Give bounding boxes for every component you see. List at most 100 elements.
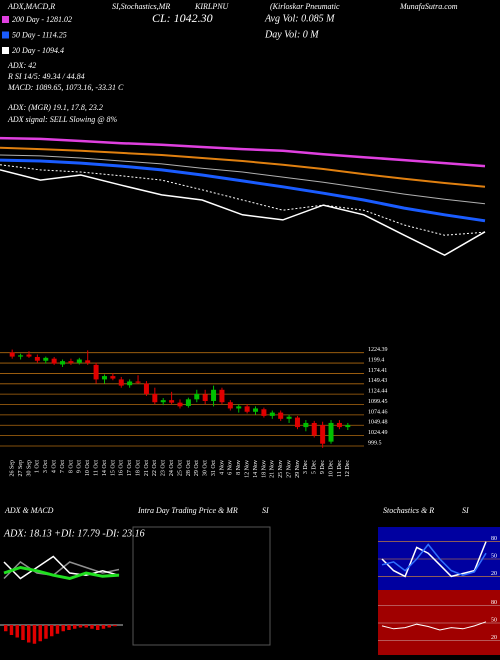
y-tick-label: 1074.46 xyxy=(368,409,388,415)
x-tick-label: 11 Dec xyxy=(337,460,343,477)
x-tick-label: 27 Nov xyxy=(286,460,292,478)
candle-body xyxy=(26,354,32,357)
legend-swatch xyxy=(2,47,9,54)
y-tick-label: 80 xyxy=(491,536,497,542)
macd-bar xyxy=(50,625,54,637)
candle-body xyxy=(9,352,15,357)
panel-title-2: SI xyxy=(462,506,469,515)
x-tick-label: 21 Nov xyxy=(270,460,276,478)
candle-body xyxy=(160,400,166,403)
y-tick-label: 20 xyxy=(491,571,497,577)
legend-swatch xyxy=(2,31,9,39)
candle-body xyxy=(320,425,326,444)
candle-body xyxy=(328,422,334,442)
candle-body xyxy=(101,376,107,380)
x-tick-label: 27 Sep xyxy=(18,460,24,477)
candle-body xyxy=(43,357,49,361)
y-tick-label: 1199.4 xyxy=(368,357,384,363)
candle-body xyxy=(294,417,300,428)
x-tick-label: 12 Dec xyxy=(345,460,351,477)
series-line xyxy=(3,565,120,581)
x-tick-label: 8 Nov xyxy=(236,460,242,475)
x-tick-label: 30 Oct xyxy=(203,460,209,476)
candle-body xyxy=(177,402,183,407)
macd-bar xyxy=(61,625,65,632)
candle-body xyxy=(311,422,317,436)
macd-bar xyxy=(113,625,117,627)
series-line xyxy=(381,543,487,576)
candle-body xyxy=(152,393,158,403)
x-tick-label: 10 Oct xyxy=(85,460,91,476)
candle-body xyxy=(185,399,191,406)
header-company: (Kirloskar Pneumatic xyxy=(270,2,340,11)
y-tick-label: 1049.48 xyxy=(368,420,388,426)
header-symbol: KIRLPNU xyxy=(194,2,230,11)
candle-body xyxy=(135,381,141,383)
panel-title: Stochastics & R xyxy=(383,506,434,515)
x-tick-label: 28 Oct xyxy=(186,460,192,476)
legend-label: 200 Day - 1281.02 xyxy=(12,15,72,24)
x-tick-label: 9 Dec xyxy=(320,460,326,474)
rsi-text: R SI 14/5: 49.34 / 44.84 xyxy=(7,72,85,81)
legend-label: 50 Day - 1114.25 xyxy=(12,30,67,39)
header-left: ADX,MACD,R xyxy=(7,2,55,11)
x-tick-label: 29 Nov xyxy=(295,460,301,478)
legend-label: 20 Day - 1094.4 xyxy=(12,46,64,55)
x-tick-label: 18 Nov xyxy=(261,460,267,478)
rsi-bg xyxy=(378,590,500,655)
x-tick-label: 3 Dec xyxy=(303,460,309,474)
x-tick-label: 14 Oct xyxy=(102,460,108,476)
indicator-label: ADX: 18.13 +DI: 17.79 -DI: 23.16 xyxy=(3,528,145,539)
y-tick-label: 1124.44 xyxy=(368,389,387,395)
candle-body xyxy=(269,412,275,416)
macd-bar xyxy=(73,625,77,629)
candle-body xyxy=(18,355,24,357)
x-tick-label: 26 Sep xyxy=(10,460,16,477)
series-line xyxy=(0,154,486,205)
series-line xyxy=(3,555,120,580)
candle-body xyxy=(143,383,149,394)
adx-text: ADX: 42 xyxy=(7,61,36,70)
candle-body xyxy=(194,393,200,400)
series-line xyxy=(0,169,486,257)
candle-body xyxy=(34,357,40,361)
candle-body xyxy=(261,409,267,416)
header-middle: SI,Stochastics,MR xyxy=(112,2,170,11)
macd-bar xyxy=(101,625,106,629)
series-line xyxy=(0,146,486,188)
macd-bar xyxy=(96,625,100,630)
macd-bar xyxy=(38,625,42,642)
y-tick-label: 1099.45 xyxy=(368,399,388,405)
x-tick-label: 5 Dec xyxy=(312,460,318,474)
y-tick-label: 1149.43 xyxy=(368,378,387,384)
x-tick-label: 12 Nov xyxy=(244,460,250,478)
y-tick-label: 1224.39 xyxy=(368,347,388,353)
series-line xyxy=(0,164,486,236)
y-tick-label: 50 xyxy=(491,617,497,623)
y-tick-label: 1174.41 xyxy=(368,368,387,374)
candle-body xyxy=(244,406,250,412)
x-tick-label: 15 Oct xyxy=(110,460,116,476)
candle-body xyxy=(93,364,99,380)
candle-body xyxy=(127,381,133,386)
y-tick-label: 50 xyxy=(491,553,497,559)
candle-body xyxy=(303,422,309,428)
candle-body xyxy=(227,402,233,409)
candle-body xyxy=(345,425,351,428)
panel-title: ADX & MACD xyxy=(4,506,54,515)
x-tick-label: 11 Oct xyxy=(93,460,99,476)
candle-body xyxy=(76,359,82,363)
y-tick-label: 20 xyxy=(491,635,497,641)
x-tick-label: 6 Nov xyxy=(228,460,234,475)
candle-body xyxy=(68,361,74,363)
candle-body xyxy=(286,416,292,419)
x-tick-label: 4 Nov xyxy=(219,460,225,475)
macd-bar xyxy=(67,625,71,630)
adx-mgr: ADX: (MGR) 19.1, 17.8, 23.2 xyxy=(7,103,103,112)
intraday-frame xyxy=(132,526,271,646)
candle-body xyxy=(169,400,175,403)
y-tick-label: 999.5 xyxy=(368,440,382,446)
candle-body xyxy=(211,389,217,401)
candle-body xyxy=(202,394,208,401)
